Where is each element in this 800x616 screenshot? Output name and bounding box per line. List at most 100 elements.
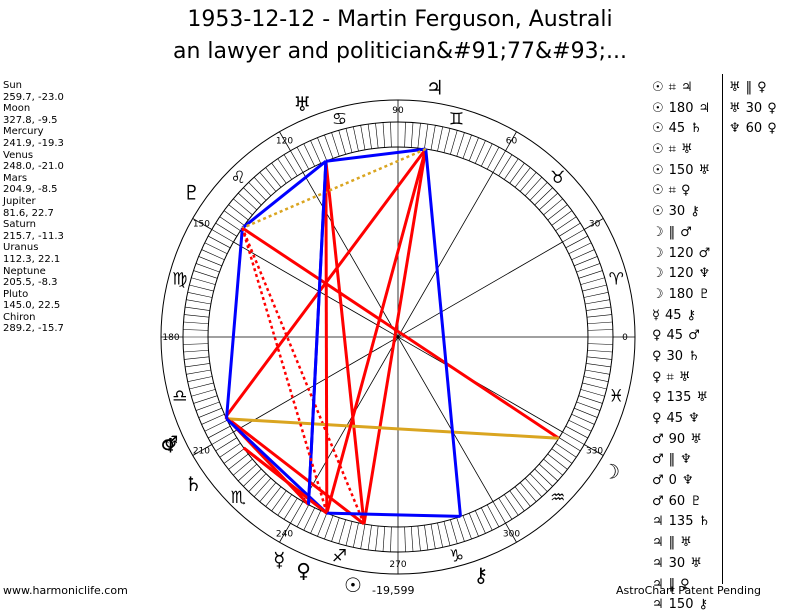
planet-glyph: ♆	[688, 411, 700, 426]
title-line-1: 1953-12-12 - Martin Ferguson, Australi	[187, 7, 613, 32]
aspect-type: 30	[668, 555, 686, 571]
planet-glyph: ♄	[698, 514, 711, 530]
planet-name: Chiron	[3, 311, 36, 323]
degree-tick	[468, 137, 479, 161]
planet-glyph: ☉	[652, 100, 664, 116]
degree-tick	[503, 494, 519, 516]
aspect-row: ☉ 180 ♃	[652, 99, 715, 120]
planet-glyph: ☉	[652, 204, 664, 220]
degree-tick	[437, 126, 443, 152]
degree-tick	[555, 216, 577, 232]
degree-tick	[524, 177, 543, 197]
degree-tick	[189, 382, 214, 390]
degree-tick	[509, 490, 525, 512]
degree-tick	[265, 167, 282, 188]
aspect-type: 150	[668, 597, 694, 613]
degree-tick	[324, 515, 334, 540]
degree-label: 30	[589, 220, 601, 230]
degree-tick	[317, 513, 328, 537]
sign-boundary-tick	[505, 131, 517, 152]
degree-tick	[481, 143, 493, 167]
aspect-type: ‖	[745, 80, 753, 95]
degree-label: 270	[389, 560, 406, 570]
degree-tick	[191, 389, 216, 397]
degree-tick	[529, 182, 548, 201]
aspect-line	[325, 147, 426, 163]
degree-tick	[576, 263, 601, 273]
planet-position: 112.3, 22.1	[3, 253, 61, 265]
degree-tick	[443, 128, 451, 153]
website-link[interactable]: www.harmoniclife.com	[3, 584, 128, 597]
aspect-line	[324, 161, 329, 514]
planet-glyph: ☉	[344, 573, 362, 597]
degree-tick	[514, 167, 531, 188]
degree-tick	[410, 526, 414, 552]
aspect-list-column-2: ♅ ‖ ♀ ♅ 30 ♀ ♆ 60 ♀	[729, 78, 782, 140]
aspect-line	[242, 446, 328, 515]
zodiac-sign-glyph: ♑	[449, 546, 464, 566]
degree-tick	[417, 525, 421, 551]
aspect-list-column-1: ☉ ⌗ ♃ ☉ 180 ♃ ☉ 45 ♄ ☉ ⌗ ♅ ☉ 150 ♅ ☉ ⌗ ♀ ☉ 30 ⚷ ☽ ‖ ♂ ☽ 120 ♂ ☽ 120 ♆…	[652, 78, 715, 616]
aspect-type: 60	[745, 121, 763, 137]
sign-boundary-tick	[583, 444, 604, 456]
planet-glyph: ♅	[680, 535, 692, 551]
degree-tick	[519, 172, 537, 192]
chart-title: 1953-12-12 - Martin Ferguson, Australi a…	[0, 4, 800, 68]
degree-tick	[367, 124, 372, 149]
zodiac-sign-glyph: ♊	[449, 110, 464, 130]
degree-tick	[424, 124, 429, 149]
planet-glyph: ♂	[652, 473, 664, 489]
degree-tick	[538, 463, 558, 482]
degree-tick	[259, 172, 277, 192]
degree-tick	[189, 284, 214, 292]
degree-tick	[187, 376, 213, 382]
planet-glyph: ♆	[698, 266, 711, 282]
degree-label: 300	[503, 530, 520, 540]
degree-label: 90	[392, 106, 404, 116]
degree-tick	[271, 490, 287, 512]
degree-tick	[562, 229, 585, 243]
aspect-type: ‖	[668, 535, 676, 551]
aspect-row: ♃ ‖ ♀	[652, 575, 715, 596]
degree-tick	[486, 147, 500, 170]
planet-glyph: ♃	[426, 76, 444, 100]
degree-tick	[265, 486, 282, 507]
degree-tick	[558, 222, 581, 237]
aspect-row: ♅ ‖ ♀	[729, 78, 782, 99]
degree-tick	[198, 407, 222, 418]
planet-glyph: ♆	[680, 452, 692, 468]
aspect-type: 45	[666, 328, 684, 344]
degree-tick	[183, 329, 209, 331]
degree-tick	[468, 513, 479, 537]
degree-tick	[586, 306, 611, 311]
planet-glyph: ♆	[162, 433, 180, 457]
degree-tick	[538, 192, 558, 211]
planet-position: 241.9, -19.3	[3, 137, 64, 149]
planet-glyph: ♄	[688, 348, 700, 364]
planet-glyph: ⚷	[690, 204, 700, 220]
degree-tick	[303, 507, 315, 531]
planet-glyph: ♀	[680, 576, 690, 592]
aspect-row: ☉ ⌗ ♃	[652, 78, 715, 99]
planet-glyph: ☉	[652, 80, 664, 95]
planet-glyph: ⚷	[698, 597, 709, 613]
degree-tick	[587, 321, 613, 325]
aspect-type: 120	[668, 245, 694, 261]
degree-tick	[277, 494, 293, 516]
degree-tick	[519, 482, 537, 502]
degree-tick	[450, 130, 458, 155]
planet-glyph: ☉	[652, 183, 664, 199]
degree-tick	[583, 292, 609, 298]
degree-tick	[462, 134, 472, 159]
degree-tick	[193, 395, 218, 404]
degree-tick	[585, 369, 610, 375]
degree-tick	[568, 242, 592, 254]
sign-boundary-tick	[279, 131, 291, 152]
planet-glyph: ♂	[652, 431, 664, 447]
degree-tick	[492, 150, 506, 173]
degree-tick	[417, 123, 421, 149]
degree-tick	[586, 314, 612, 318]
degree-tick	[253, 177, 272, 197]
aspect-column-divider	[722, 74, 723, 584]
aspect-row: ☽ 180 ♇	[652, 285, 715, 306]
